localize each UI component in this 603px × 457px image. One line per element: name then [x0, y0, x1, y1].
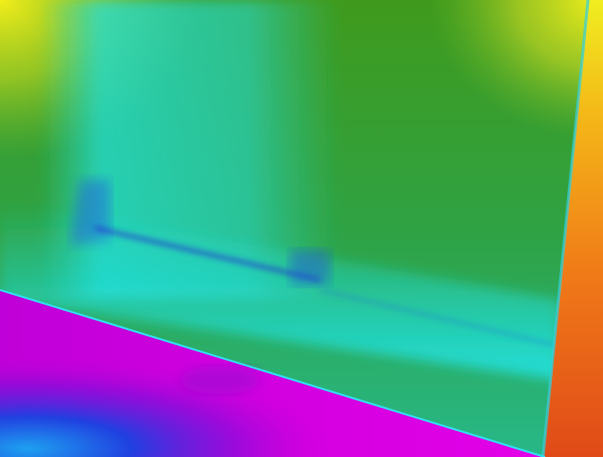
- thermal-image: [0, 0, 603, 457]
- floor-cold: [180, 366, 260, 394]
- cold-spot: [290, 250, 330, 285]
- page: [0, 0, 603, 457]
